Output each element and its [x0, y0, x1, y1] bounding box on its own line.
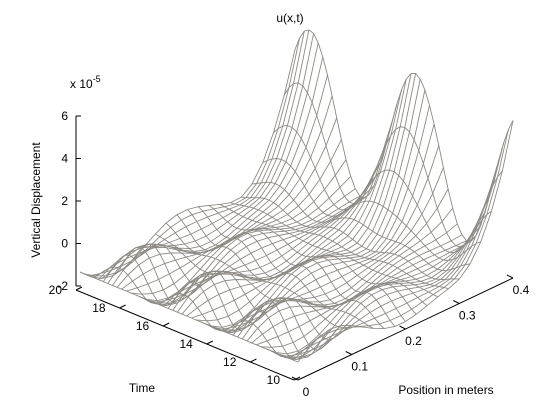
time-tick	[119, 304, 126, 309]
time-slice-line	[89, 31, 305, 277]
surface-mesh	[79, 29, 514, 363]
time-tick	[162, 322, 170, 327]
time-slice-line	[297, 120, 514, 363]
z-tick-label: 6	[61, 109, 68, 123]
time-tick	[293, 376, 301, 381]
position-tick-label: 0	[303, 385, 310, 399]
position-tick-label: 0.1	[351, 360, 368, 374]
time-tick-label: 16	[136, 319, 150, 333]
position-slice-line	[197, 206, 417, 315]
position-slice-line	[294, 29, 514, 242]
time-tick-label: 12	[223, 355, 237, 369]
position-tick-label: 0.4	[513, 283, 530, 297]
position-slice-line	[90, 266, 309, 359]
time-slice-line	[79, 49, 296, 279]
time-tick-label: 14	[179, 337, 193, 351]
position-slice-line	[262, 158, 481, 261]
position-slice-line	[133, 243, 352, 340]
position-slice-line	[241, 196, 460, 280]
position-slice-line	[251, 181, 471, 271]
time-tick	[75, 286, 83, 291]
time-axis-line	[75, 289, 295, 381]
position-tick	[453, 300, 460, 304]
position-slice-line	[208, 205, 428, 307]
time-slice-line	[293, 129, 509, 361]
time-tick-label: 18	[92, 301, 106, 315]
position-tick	[291, 376, 299, 381]
position-slice-line	[122, 243, 342, 351]
position-slice-line	[144, 245, 363, 329]
position-slice-line	[230, 202, 449, 290]
z-tick-label: 4	[61, 152, 68, 166]
position-slice-line	[176, 214, 396, 327]
time-slice-line	[186, 89, 403, 317]
position-tick	[506, 274, 514, 279]
position-slice-line	[79, 271, 299, 363]
position-slice-line	[112, 246, 331, 358]
position-slice-line	[283, 82, 503, 248]
time-tick	[206, 340, 214, 345]
position-tick	[399, 325, 406, 330]
position-tick	[345, 351, 352, 355]
position-axis-label: Position in meters	[398, 383, 493, 397]
z-tick-label: 0	[61, 237, 68, 251]
position-tick-label: 0.3	[459, 309, 476, 323]
time-tick	[250, 358, 257, 363]
position-slice-line	[101, 254, 320, 360]
ticks: -2 0 2 4 6 10 12 14 16 18 20 0 0.1 0.2 0.3 0.4	[49, 109, 530, 399]
z-tick-label: 2	[61, 194, 68, 208]
position-slice-line	[187, 209, 406, 322]
position-slice-line	[219, 203, 438, 298]
position-slice-line	[155, 233, 374, 329]
time-axis-label: Time	[129, 381, 156, 395]
time-slice-line	[274, 194, 491, 360]
position-tick-label: 0.2	[405, 334, 422, 348]
z-tick-label: -2	[57, 279, 68, 293]
time-slice-line	[84, 37, 301, 277]
time-slice-line	[98, 33, 315, 281]
time-tick-label: 20	[49, 283, 63, 297]
time-slice-line	[163, 172, 379, 307]
chart-title: u(x,t)	[276, 11, 303, 25]
position-slice-line	[273, 125, 492, 253]
z-axis-label: Vertical Displacement	[29, 142, 43, 258]
time-tick-label: 10	[267, 373, 281, 387]
time-slice-line	[93, 29, 310, 279]
z-multiplier: x 10-5	[70, 74, 101, 91]
